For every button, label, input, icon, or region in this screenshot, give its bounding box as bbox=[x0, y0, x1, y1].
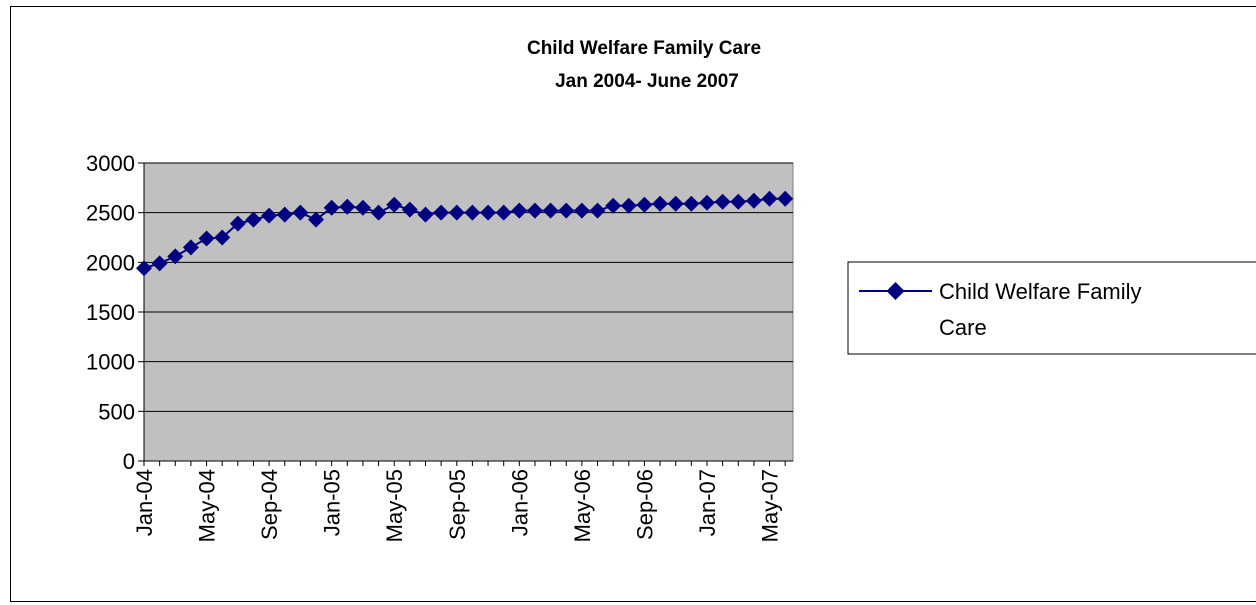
data-point-Jul-05 bbox=[417, 206, 434, 223]
data-point-Sep-05 bbox=[448, 204, 465, 221]
line-chart: Child Welfare Family Care Jan 2004- June… bbox=[86, 38, 1256, 542]
data-point-Apr-07 bbox=[745, 192, 762, 209]
data-point-Jun-05 bbox=[401, 201, 418, 218]
legend-diamond-marker bbox=[886, 282, 905, 300]
data-point-Jul-06 bbox=[605, 197, 622, 214]
data-point-Aug-05 bbox=[433, 204, 450, 221]
data-point-Jul-04 bbox=[229, 215, 246, 232]
data-point-Jan-07 bbox=[698, 194, 715, 211]
data-point-Feb-05 bbox=[339, 198, 356, 215]
data-point-Mar-05 bbox=[354, 199, 371, 216]
y-axis: 0 500 1000 1500 2000 2500 3000 bbox=[86, 151, 145, 474]
y-tick-label: 1000 bbox=[86, 350, 135, 375]
x-tick-label: Sep-06 bbox=[632, 469, 657, 540]
chart-title: Child Welfare Family Care Jan 2004- June… bbox=[527, 38, 761, 92]
data-point-Oct-04 bbox=[276, 206, 293, 223]
data-point-Dec-06 bbox=[683, 195, 700, 212]
data-point-Mar-04 bbox=[167, 248, 184, 265]
data-point-Oct-06 bbox=[652, 195, 669, 212]
data-point-Sep-06 bbox=[636, 196, 653, 213]
data-point-Feb-07 bbox=[714, 193, 731, 210]
data-point-Mar-07 bbox=[730, 193, 747, 210]
data-point-Jun-04 bbox=[214, 229, 231, 246]
y-tick-label: 2500 bbox=[86, 201, 135, 226]
y-tick-label: 0 bbox=[123, 449, 135, 474]
data-point-Sep-04 bbox=[261, 207, 278, 224]
data-point-Dec-04 bbox=[308, 211, 325, 228]
data-point-Aug-06 bbox=[620, 197, 637, 214]
x-tick-label: Sep-04 bbox=[257, 469, 282, 540]
data-point-Mar-06 bbox=[542, 202, 559, 219]
data-point-Apr-06 bbox=[558, 202, 575, 219]
x-tick-label: Jan-06 bbox=[507, 469, 532, 536]
data-point-Jan-04 bbox=[136, 260, 152, 277]
legend-box bbox=[847, 261, 1256, 355]
data-point-Nov-04 bbox=[292, 204, 309, 221]
x-axis: Jan-04 May-04 Sep-04 Jan-05 May-05 Sep-05 Jan-… bbox=[132, 460, 793, 542]
chart-frame: Child Welfare Family Care Jan 2004- June… bbox=[10, 6, 1256, 602]
data-point-Jun-06 bbox=[589, 202, 606, 219]
x-tick-label: Sep-05 bbox=[445, 469, 470, 540]
chart-title-line-2: Jan 2004- June 2007 bbox=[555, 71, 739, 92]
data-point-May-07 bbox=[761, 190, 778, 207]
x-tick-label: May-06 bbox=[570, 469, 595, 542]
x-tick-label: Jan-05 bbox=[320, 469, 345, 536]
data-point-Jan-06 bbox=[511, 202, 528, 219]
data-point-Dec-05 bbox=[495, 204, 512, 221]
legend: Child Welfare Family Care bbox=[847, 261, 1256, 355]
y-tick-label: 500 bbox=[98, 399, 135, 424]
data-point-Apr-04 bbox=[182, 239, 199, 256]
x-tick-label: Jan-04 bbox=[132, 469, 157, 536]
data-point-Nov-06 bbox=[667, 195, 684, 212]
data-point-Jun-07 bbox=[777, 190, 794, 207]
data-point-May-05 bbox=[386, 196, 403, 213]
legend-label-line-2: Care bbox=[939, 315, 987, 340]
x-tick-label: May-05 bbox=[382, 469, 407, 542]
x-tick-label: Jan-07 bbox=[695, 469, 720, 536]
series-child-welfare-family-care bbox=[136, 190, 794, 277]
data-point-Jan-05 bbox=[323, 199, 340, 216]
data-point-May-04 bbox=[198, 230, 215, 247]
data-point-Oct-05 bbox=[464, 204, 481, 221]
x-tick-label: May-07 bbox=[758, 469, 783, 542]
data-point-Aug-04 bbox=[245, 211, 262, 228]
y-tick-label: 1500 bbox=[86, 300, 135, 325]
data-point-Feb-04 bbox=[151, 255, 168, 272]
y-tick-label: 3000 bbox=[86, 151, 135, 176]
data-point-Feb-06 bbox=[526, 202, 543, 219]
chart-title-line-1: Child Welfare Family Care bbox=[527, 38, 761, 59]
y-tick-label: 2000 bbox=[86, 250, 135, 275]
data-point-May-06 bbox=[573, 202, 590, 219]
data-point-Nov-05 bbox=[480, 204, 497, 221]
legend-label-line-1: Child Welfare Family bbox=[939, 279, 1142, 304]
x-tick-label: May-04 bbox=[195, 469, 220, 542]
data-point-Apr-05 bbox=[370, 204, 387, 221]
